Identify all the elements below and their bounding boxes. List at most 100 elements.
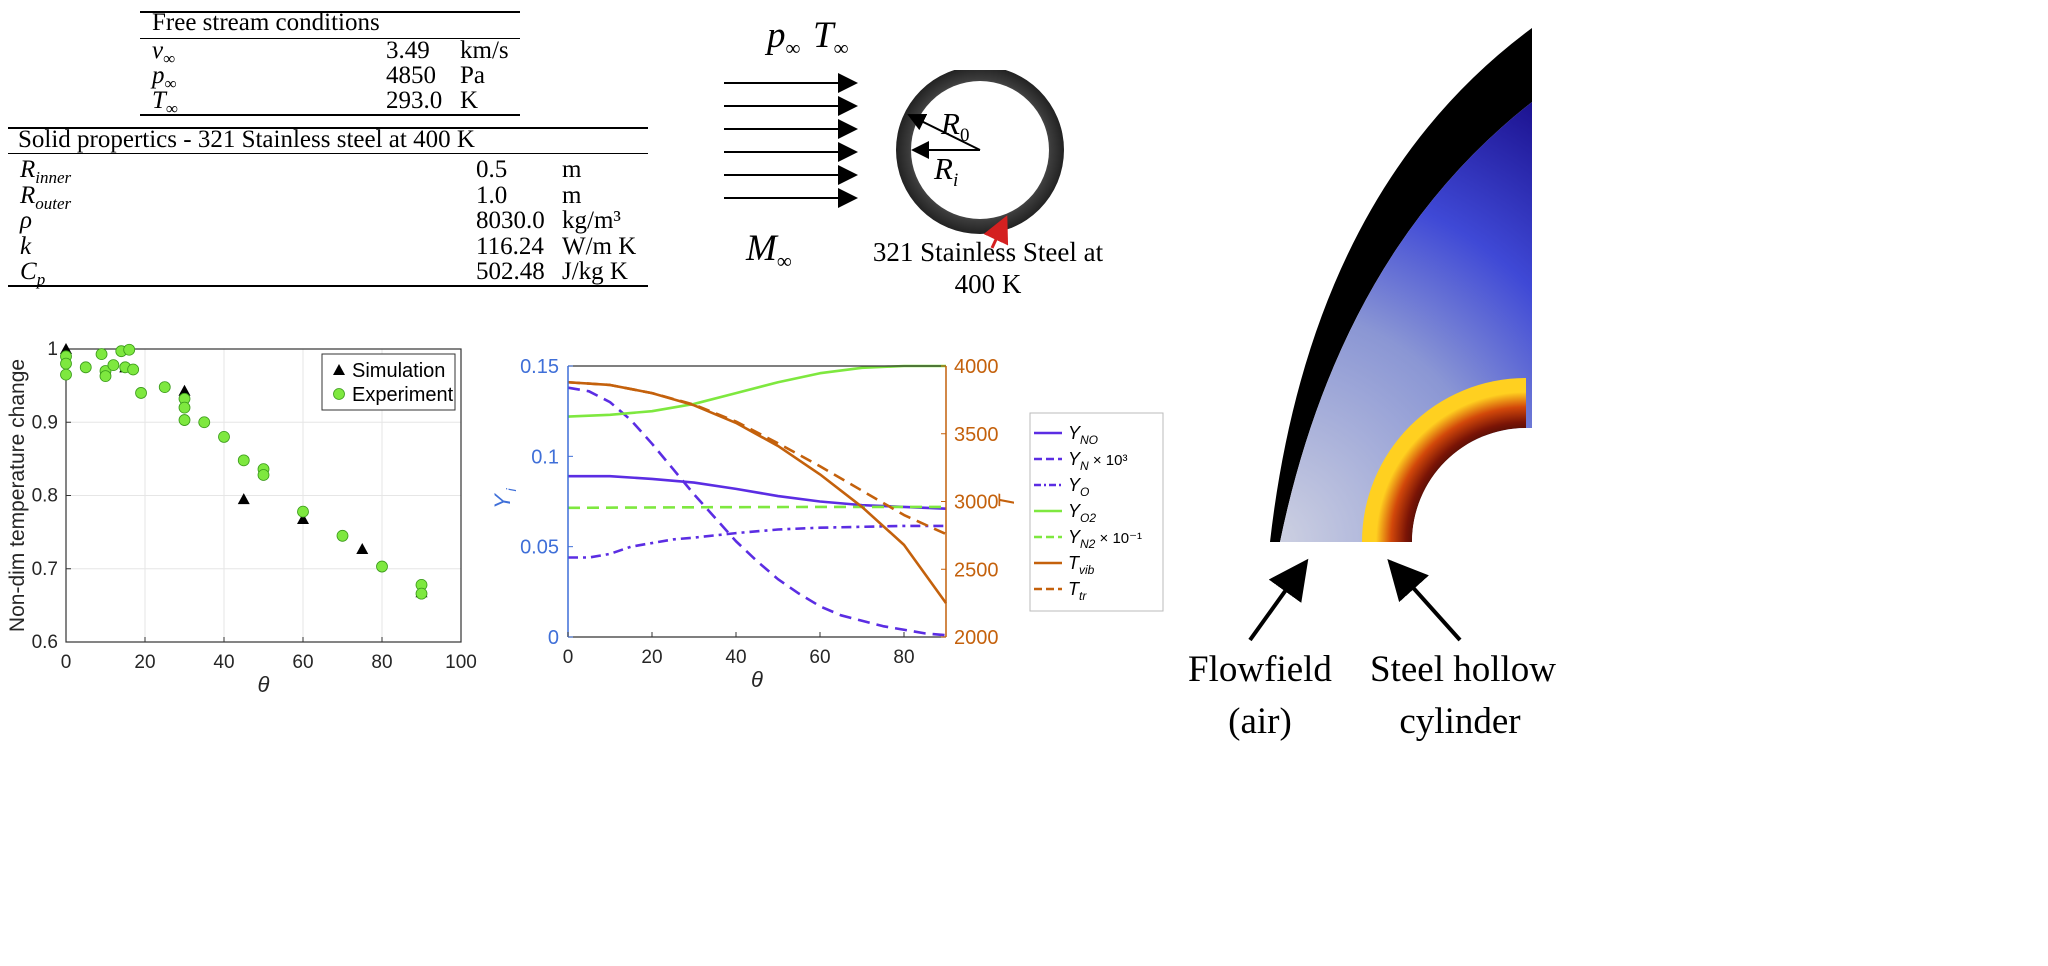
table-cell-unit: m [562, 156, 582, 183]
material-pointer-arrow [983, 215, 1009, 249]
material-label-line: 400 K [954, 269, 1022, 299]
experiment-point [123, 343, 136, 356]
simulation-point [356, 542, 369, 554]
legend-box [321, 353, 456, 411]
x-axis-label: θ [751, 667, 763, 692]
legend-label: Ttr [1068, 579, 1087, 603]
table-cell-unit: J/kg K [562, 258, 628, 285]
table-bottom-rule [140, 114, 520, 116]
experiment-point [237, 454, 250, 467]
table-cell-symbol: v∞ [152, 37, 176, 68]
table-cell-value: 116.24 [476, 232, 544, 260]
right-y-tick-label: 2000 [954, 627, 999, 649]
caption-line: cylinder [1399, 701, 1521, 742]
right-y-tick-label: 3500 [954, 424, 999, 446]
table-cell-value: 0.5 [476, 156, 508, 183]
temperature-change-chart: 0 20 40 60 80 100 0.6 0.7 0.8 0.9 1 θ Non-dim temper… [6, 339, 477, 697]
hollow-interior [1412, 428, 1540, 544]
caption-line: (air) [1228, 701, 1292, 742]
series-line-t-tr [567, 380, 947, 536]
experiment-point [257, 469, 270, 481]
x-tick-label: 20 [134, 652, 155, 673]
series-line-y-o2 [567, 364, 946, 418]
series-line-y-n2 [567, 505, 946, 510]
experiment-point [79, 361, 92, 374]
x-tick-label: 80 [371, 652, 392, 673]
table-cell-value: 502.48 [476, 258, 545, 285]
table-header-rule [8, 153, 648, 154]
x-tick-label: 60 [292, 652, 313, 673]
table-cell-value: 4850 [386, 62, 436, 89]
table-cell-value: 1.0 [476, 181, 508, 209]
table-cell-value: 293.0 [386, 87, 443, 114]
experiment-point [198, 416, 211, 429]
table-cell-symbol: T∞ [152, 87, 179, 118]
table-cell-unit: Pa [460, 62, 485, 89]
left-y-axis-label: Yi [490, 488, 519, 509]
x-tick-label: 20 [641, 647, 662, 668]
table-bottom-rule [8, 285, 648, 287]
table-cell-symbol: Rinner [20, 156, 72, 187]
experiment-point [60, 368, 72, 381]
experiment-point [336, 529, 349, 542]
table-cell-unit: W/m K [562, 232, 637, 260]
legend-label: YO [1068, 475, 1089, 499]
table-top-rule [8, 127, 648, 129]
table-cell-symbol: Router [20, 181, 72, 213]
cylinder-caption: Steel hollow cylinder [1370, 644, 1557, 748]
experiment-point [135, 387, 147, 399]
freestream-pressure-label: p∞ [767, 15, 801, 60]
simulation-point [178, 384, 191, 396]
legend-marker [333, 364, 345, 375]
experiment-point [60, 357, 72, 370]
table-cell-unit: m [562, 181, 582, 209]
x-tick-label: 0 [61, 652, 72, 673]
experiment-point [127, 363, 140, 376]
experiment-point [99, 370, 112, 383]
material-label-line: 321 Stainless Steel at [872, 237, 1104, 267]
caption-line: Flowfield [1188, 649, 1332, 690]
caption-arrows [1248, 558, 1462, 642]
x-tick-label: 60 [809, 647, 830, 668]
experiment-point [178, 414, 191, 426]
right-y-axis-label: T [994, 493, 1019, 508]
left-y-axis-label-sub: i [503, 488, 519, 492]
left-y-tick-label: 0.05 [520, 537, 559, 559]
experiment-point [95, 348, 108, 361]
x-tick-label: 80 [893, 647, 914, 668]
experiment-point [415, 587, 428, 600]
y-tick-label: 0.9 [32, 412, 58, 433]
left-y-tick-label: 0 [548, 627, 559, 649]
y-tick-label: 1 [47, 339, 58, 360]
table-cell-symbol: k [20, 232, 32, 260]
table-header-rule [140, 38, 520, 39]
experiment-point [158, 381, 171, 393]
simulation-point [297, 512, 309, 524]
mach-number-label: M∞ [746, 228, 792, 273]
legend-label: YN × 10³ [1068, 449, 1127, 473]
experiment-point [297, 505, 309, 518]
freestream-temperature-label: T∞ [813, 15, 849, 60]
plot-area [568, 366, 946, 637]
shock-layer [1270, 28, 1532, 542]
left-y-tick-label: 0.1 [531, 446, 559, 468]
y-tick-label: 0.7 [32, 559, 58, 580]
hollow-cylinder-diagram [896, 70, 1064, 249]
table-cell-value: 8030.0 [476, 207, 545, 234]
table-cell-unit: K [460, 87, 479, 114]
series-line-y-n [567, 386, 947, 637]
caption-line: Steel hollow [1370, 649, 1557, 690]
plot-frame [65, 348, 462, 643]
experiment-point [218, 431, 230, 443]
table-cell-symbol: ρ [20, 207, 32, 234]
right-y-axis-label-text: T [994, 493, 1019, 508]
right-y-tick-label: 4000 [954, 356, 999, 378]
experiment-point [178, 401, 191, 414]
table-cell-symbol: p∞ [152, 62, 177, 93]
free-stream-title: Free stream conditions [152, 9, 380, 36]
solid-table-title: Solid propertics - 321 Stainless steel a… [18, 126, 475, 153]
table-top-rule [140, 11, 520, 13]
left-y-tick-label: 0.15 [520, 356, 559, 378]
legend-label: Tvib [1068, 553, 1095, 577]
outer-radius-label: R0 [941, 106, 970, 146]
